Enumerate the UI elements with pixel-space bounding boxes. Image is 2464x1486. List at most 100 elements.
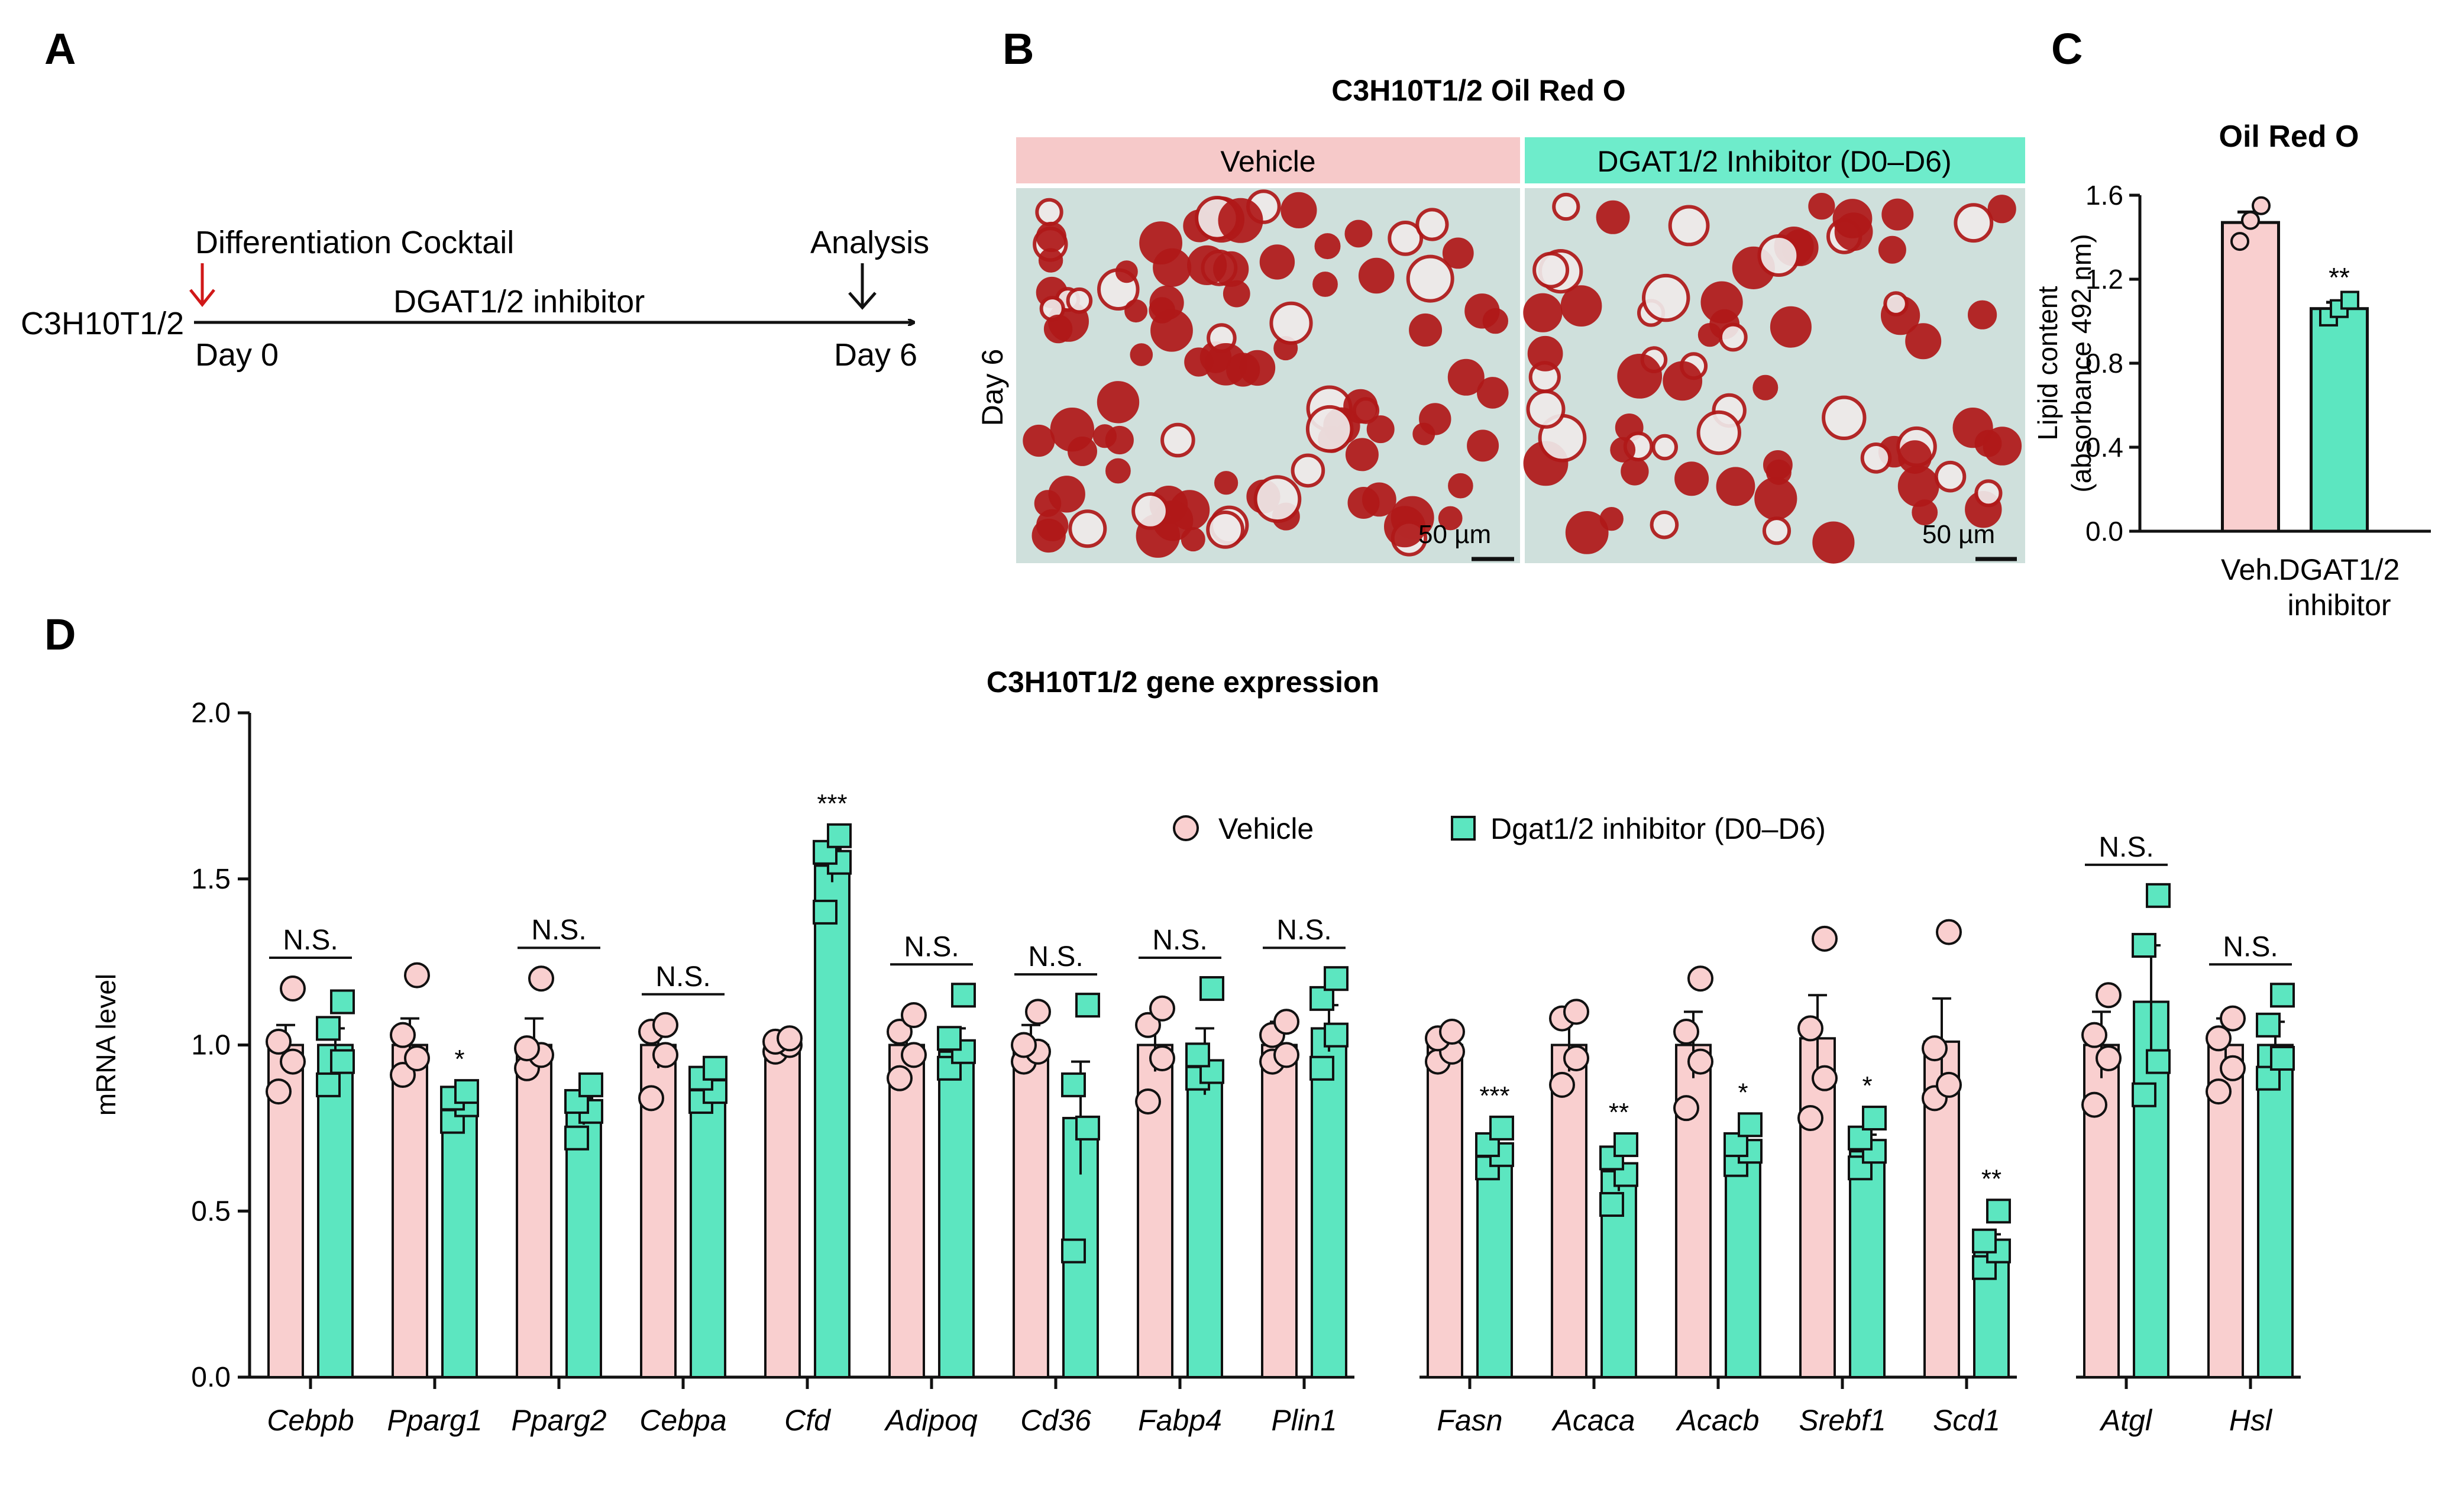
lipid-droplet bbox=[1412, 422, 1435, 445]
chart-d-significance: * bbox=[1738, 1078, 1748, 1107]
chart-d-point bbox=[2220, 1055, 2246, 1081]
chart-d-point bbox=[1199, 976, 1224, 1002]
chart-d-point bbox=[266, 1078, 292, 1105]
chart-d-point bbox=[937, 1026, 962, 1051]
lipid-droplet bbox=[1160, 422, 1195, 458]
chart-c-ytick-label: 1.6 bbox=[2085, 180, 2123, 211]
chart-d-point bbox=[1185, 1042, 1210, 1068]
chart-d-bar bbox=[1476, 1150, 1513, 1379]
treatment-label: DGAT1/2 inhibitor bbox=[393, 284, 645, 319]
lipid-droplet bbox=[1523, 293, 1563, 332]
chart-d-point bbox=[1309, 986, 1334, 1011]
chart-d-point bbox=[1011, 1032, 1037, 1058]
chart-d-point bbox=[1061, 1238, 1086, 1264]
chart-d-point bbox=[937, 1055, 962, 1081]
lipid-droplet bbox=[1345, 438, 1379, 471]
chart-d-significance: N.S. bbox=[1028, 941, 1083, 973]
chart-d-point bbox=[404, 1045, 430, 1071]
chart-d-ylabel: mRNA level bbox=[90, 974, 121, 1116]
chart-c-point bbox=[2230, 232, 2249, 251]
chart-c-bar bbox=[2310, 307, 2369, 533]
chart-d-point bbox=[1563, 1045, 1589, 1071]
lipid-droplet bbox=[1406, 254, 1454, 303]
lipid-droplet bbox=[1905, 323, 1942, 360]
lipid-droplet bbox=[1674, 461, 1709, 496]
chart-d-category-label: Hsl bbox=[2229, 1404, 2273, 1437]
chart-d-point bbox=[1723, 1132, 1748, 1157]
lipid-droplet bbox=[1269, 301, 1313, 345]
chart-d-bar bbox=[888, 1044, 925, 1378]
lipid-droplet bbox=[1038, 248, 1063, 273]
lipid-droplet bbox=[1124, 299, 1148, 323]
lipid-droplet bbox=[1223, 280, 1250, 308]
chart-d-significance: N.S. bbox=[531, 915, 586, 946]
chart-d-category-label: Pparg1 bbox=[387, 1404, 482, 1437]
lipid-droplet bbox=[1651, 434, 1678, 461]
chart-d-point bbox=[390, 1062, 416, 1088]
chart-d-point bbox=[1812, 1065, 1838, 1091]
chart-d-significance: N.S. bbox=[904, 931, 959, 962]
chart-d-significance: N.S. bbox=[1276, 915, 1331, 946]
chart-c-point bbox=[2241, 211, 2260, 230]
chart-d-significance: N.S. bbox=[283, 925, 338, 956]
lipid-droplet bbox=[1762, 516, 1792, 545]
chart-d-point bbox=[330, 989, 355, 1015]
chart-d-point bbox=[2256, 1065, 2281, 1091]
chart-d-bar bbox=[392, 1044, 428, 1378]
chart-d-point bbox=[280, 1048, 306, 1075]
lipid-droplet bbox=[1898, 440, 1932, 474]
chart-d-point bbox=[1613, 1162, 1638, 1187]
chart-d-point bbox=[2081, 1091, 2107, 1118]
lipid-droplet bbox=[1149, 285, 1184, 320]
chart-d-bar bbox=[1725, 1150, 1761, 1379]
lipid-droplet bbox=[1526, 389, 1566, 429]
lipid-droplet bbox=[1954, 203, 1994, 243]
lipid-droplet bbox=[1617, 354, 1663, 399]
chart-d-ytick-label: 0.5 bbox=[191, 1196, 231, 1227]
chart-d-category-label: Pparg2 bbox=[511, 1404, 606, 1437]
chart-c-ytick-label: 0.0 bbox=[2085, 516, 2123, 547]
chart-d-point bbox=[1324, 1022, 1349, 1048]
chart-d-point bbox=[330, 1049, 355, 1074]
lipid-droplet bbox=[1477, 377, 1509, 409]
lipid-droplet bbox=[1987, 195, 2016, 224]
start-arrow-icon bbox=[189, 263, 215, 308]
chart-d-point bbox=[901, 1002, 927, 1028]
lipid-droplet bbox=[1218, 198, 1263, 243]
chart-d-bar bbox=[764, 1044, 801, 1378]
chart-d-title: C3H10T1/2 gene expression bbox=[987, 666, 1379, 699]
analysis-label: Analysis bbox=[810, 225, 929, 260]
chart-d-point bbox=[1149, 995, 1175, 1022]
day-start-label: Day 0 bbox=[195, 337, 279, 373]
chart-d-point bbox=[1797, 1105, 1823, 1132]
chart-d-point bbox=[1936, 1071, 1962, 1098]
lipid-droplet bbox=[1131, 492, 1169, 530]
chart-d-point bbox=[652, 1042, 678, 1068]
lipid-droplet bbox=[1968, 300, 1997, 329]
chart-c-significance: ** bbox=[2329, 262, 2350, 293]
chart-d-point bbox=[2081, 1022, 2107, 1048]
lipid-droplet bbox=[1130, 343, 1153, 366]
chart-d-point bbox=[454, 1079, 479, 1104]
lipid-droplet bbox=[1878, 235, 1906, 264]
chart-d-bar bbox=[516, 1044, 552, 1378]
lipid-droplet bbox=[1560, 285, 1602, 327]
chart-d-bar bbox=[1186, 1060, 1223, 1378]
lipid-droplet bbox=[1832, 199, 1873, 238]
chart-d-point bbox=[638, 1085, 664, 1112]
lipid-droplet bbox=[1206, 511, 1245, 549]
gene-expression-chart: C3H10T1/2 gene expression mRNA level 0.0 0.… bbox=[90, 666, 2301, 1437]
chart-d-point bbox=[280, 975, 306, 1002]
chart-d-category-label: Srebf1 bbox=[1799, 1404, 1886, 1437]
chart-d-ytick-label: 1.0 bbox=[191, 1030, 231, 1061]
inhibitor-header bbox=[1525, 137, 2025, 183]
chart-d-point bbox=[2206, 1078, 2232, 1105]
lipid-droplet bbox=[1409, 313, 1443, 347]
chart-d-point bbox=[1922, 1035, 1948, 1062]
lipid-droplet bbox=[1808, 193, 1835, 220]
lipid-droplet bbox=[1214, 471, 1239, 495]
lipid-droplet bbox=[1115, 260, 1138, 283]
lipid-droplet bbox=[1259, 244, 1295, 280]
chart-d-point bbox=[1812, 925, 1838, 952]
